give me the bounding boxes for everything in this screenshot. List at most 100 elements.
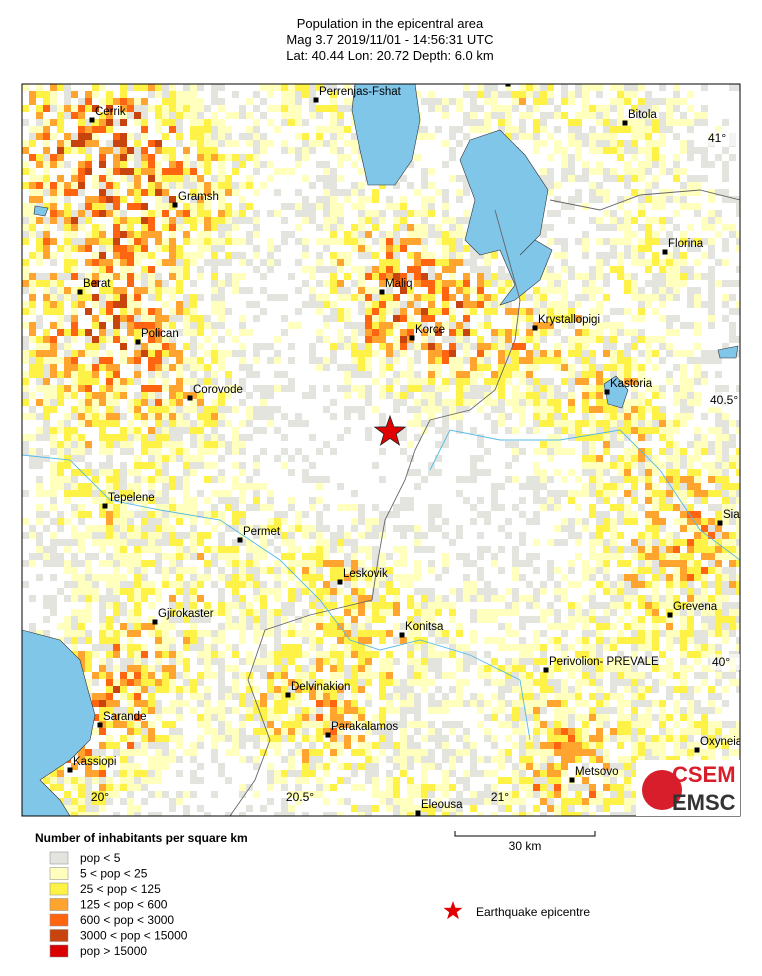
- population-cell: [211, 434, 218, 441]
- population-cell: [120, 441, 127, 448]
- population-cell: [372, 504, 379, 511]
- population-cell: [218, 140, 225, 147]
- population-cell: [554, 182, 561, 189]
- population-cell: [582, 203, 589, 210]
- population-cell: [274, 427, 281, 434]
- population-cell: [729, 539, 736, 546]
- population-cell: [288, 273, 295, 280]
- population-cell: [603, 280, 610, 287]
- population-cell: [155, 434, 162, 441]
- population-cell: [36, 448, 43, 455]
- population-cell: [323, 182, 330, 189]
- population-cell: [442, 196, 449, 203]
- population-cell: [715, 553, 722, 560]
- population-cell: [603, 616, 610, 623]
- population-cell: [141, 245, 148, 252]
- population-cell: [43, 217, 50, 224]
- population-cell: [267, 343, 274, 350]
- population-cell: [638, 224, 645, 231]
- population-cell: [533, 287, 540, 294]
- population-cell: [225, 378, 232, 385]
- population-cell: [554, 497, 561, 504]
- population-cell: [715, 609, 722, 616]
- population-cell: [596, 553, 603, 560]
- population-cell: [400, 574, 407, 581]
- population-cell: [589, 336, 596, 343]
- population-cell: [204, 147, 211, 154]
- population-cell: [442, 441, 449, 448]
- population-cell: [190, 301, 197, 308]
- population-cell: [561, 378, 568, 385]
- population-cell: [470, 287, 477, 294]
- population-cell: [575, 518, 582, 525]
- population-cell: [232, 539, 239, 546]
- population-cell: [687, 203, 694, 210]
- population-cell: [540, 581, 547, 588]
- population-cell: [435, 623, 442, 630]
- population-cell: [505, 350, 512, 357]
- population-cell: [470, 392, 477, 399]
- population-cell: [519, 637, 526, 644]
- population-cell: [274, 574, 281, 581]
- population-cell: [393, 504, 400, 511]
- population-cell: [295, 84, 302, 91]
- population-cell: [225, 350, 232, 357]
- population-cell: [414, 133, 421, 140]
- population-cell: [267, 525, 274, 532]
- population-cell: [155, 371, 162, 378]
- population-cell: [358, 364, 365, 371]
- population-cell: [554, 196, 561, 203]
- population-cell: [316, 448, 323, 455]
- population-cell: [708, 245, 715, 252]
- population-cell: [638, 413, 645, 420]
- population-cell: [421, 133, 428, 140]
- population-cell: [302, 91, 309, 98]
- population-cell: [463, 294, 470, 301]
- population-cell: [246, 476, 253, 483]
- population-cell: [127, 609, 134, 616]
- population-cell: [267, 140, 274, 147]
- population-cell: [92, 273, 99, 280]
- population-cell: [589, 217, 596, 224]
- population-cell: [414, 609, 421, 616]
- population-cell: [638, 196, 645, 203]
- population-cell: [722, 238, 729, 245]
- population-cell: [631, 448, 638, 455]
- population-cell: [603, 469, 610, 476]
- population-cell: [141, 98, 148, 105]
- population-cell: [456, 238, 463, 245]
- population-cell: [561, 287, 568, 294]
- population-cell: [491, 91, 498, 98]
- population-cell: [442, 140, 449, 147]
- population-cell: [43, 231, 50, 238]
- population-cell: [316, 301, 323, 308]
- population-cell: [316, 595, 323, 602]
- population-cell: [540, 231, 547, 238]
- population-cell: [680, 504, 687, 511]
- population-cell: [85, 420, 92, 427]
- population-cell: [197, 217, 204, 224]
- population-cell: [232, 406, 239, 413]
- population-cell: [512, 588, 519, 595]
- population-cell: [148, 497, 155, 504]
- population-cell: [379, 210, 386, 217]
- population-cell: [407, 581, 414, 588]
- population-cell: [344, 581, 351, 588]
- population-cell: [218, 301, 225, 308]
- population-cell: [71, 175, 78, 182]
- population-cell: [694, 511, 701, 518]
- population-cell: [554, 609, 561, 616]
- population-cell: [596, 273, 603, 280]
- population-cell: [71, 511, 78, 518]
- population-cell: [358, 567, 365, 574]
- population-cell: [29, 217, 36, 224]
- population-cell: [554, 441, 561, 448]
- population-cell: [442, 210, 449, 217]
- population-cell: [582, 112, 589, 119]
- population-cell: [449, 252, 456, 259]
- population-cell: [708, 616, 715, 623]
- population-cell: [659, 84, 666, 91]
- population-cell: [253, 231, 260, 238]
- population-cell: [421, 406, 428, 413]
- population-cell: [22, 434, 29, 441]
